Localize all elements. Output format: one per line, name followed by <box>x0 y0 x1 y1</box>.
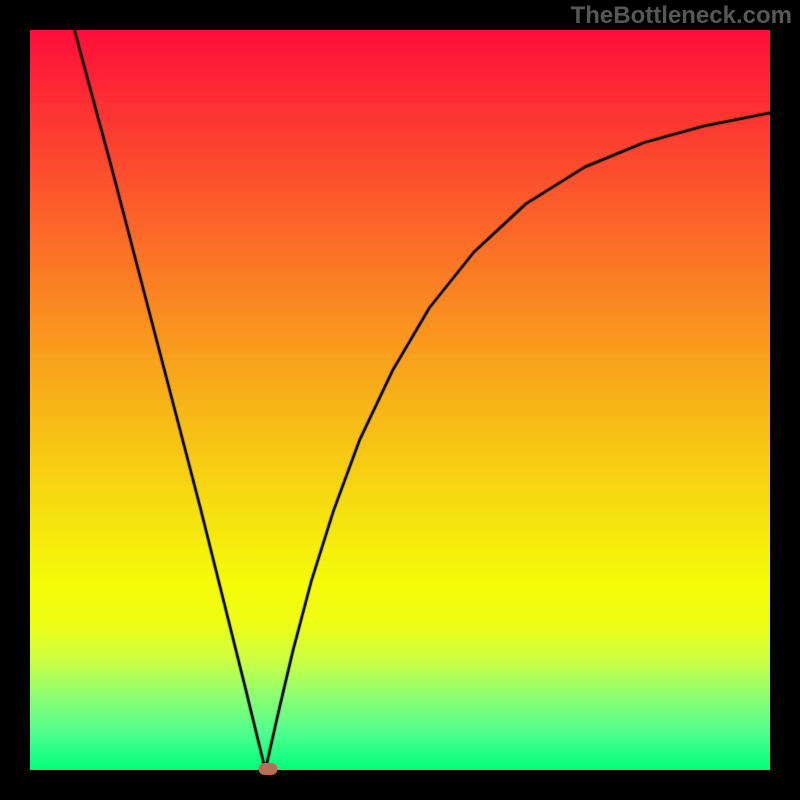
watermark-text: TheBottleneck.com <box>571 2 792 30</box>
bottleneck-chart-canvas <box>30 30 770 770</box>
chart-container: TheBottleneck.com <box>0 0 800 800</box>
optimal-point-marker <box>259 763 278 775</box>
